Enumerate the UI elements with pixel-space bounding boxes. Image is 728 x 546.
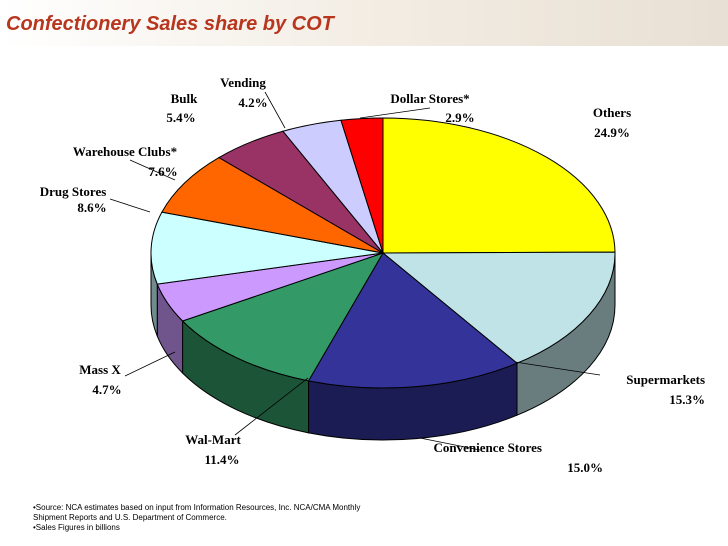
notes: •Source: NCA estimates based on input fr… (33, 503, 360, 532)
leader-line (264, 91, 286, 129)
slice-value-label: 15.3% (669, 392, 705, 407)
slice-label: Bulk (171, 91, 199, 106)
chart-title: Confectionery Sales share by COT (6, 13, 336, 35)
slice-value-label: 24.9% (594, 125, 630, 140)
slice-label: Wal-Mart (185, 432, 241, 447)
header-band (0, 0, 728, 46)
slice-label: Supermarkets (626, 372, 705, 387)
leader-line (234, 377, 309, 436)
slice-label: Drug Stores (40, 184, 107, 199)
slice-value-label: 4.2% (238, 95, 267, 110)
leader-line (109, 198, 151, 213)
slice (340, 117, 384, 254)
slice-label: Others (593, 105, 631, 120)
slice-label: Warehouse Clubs* (73, 144, 177, 159)
slice-label: Mass X (79, 362, 121, 377)
slice-value-label: 4.7% (92, 382, 121, 397)
slice-value-label: 5.4% (166, 110, 195, 125)
slice-value-label: 11.4% (204, 452, 239, 467)
slice (307, 252, 518, 389)
slice-label: Convenience Stores (434, 440, 542, 455)
slice-value-label: 7.6% (148, 164, 177, 179)
leader-line (514, 361, 601, 376)
footnote: Shipment Reports and U.S. Department of … (33, 513, 227, 522)
pie (150, 117, 616, 441)
slice (150, 211, 384, 285)
slice (181, 252, 385, 382)
slice (382, 117, 616, 254)
slice-value-label: 8.6% (77, 200, 106, 215)
footnote: •Sales Figures in billions (33, 523, 120, 532)
slice-label: Dollar Stores* (390, 91, 469, 106)
leader-line (124, 351, 176, 377)
leader-line (419, 437, 481, 451)
slice (381, 251, 616, 364)
slice-value-label: 15.0% (567, 460, 603, 475)
slice (161, 156, 384, 254)
labels: Others 24.9% Supermarkets 15.3% Convenience … (40, 75, 705, 475)
footnote: •Source: NCA estimates based on input fr… (33, 503, 360, 512)
leader-line (129, 159, 176, 181)
slice-value-label: 2.9% (445, 110, 474, 125)
slice-label: Vending (220, 75, 266, 90)
leader-line (359, 107, 431, 119)
